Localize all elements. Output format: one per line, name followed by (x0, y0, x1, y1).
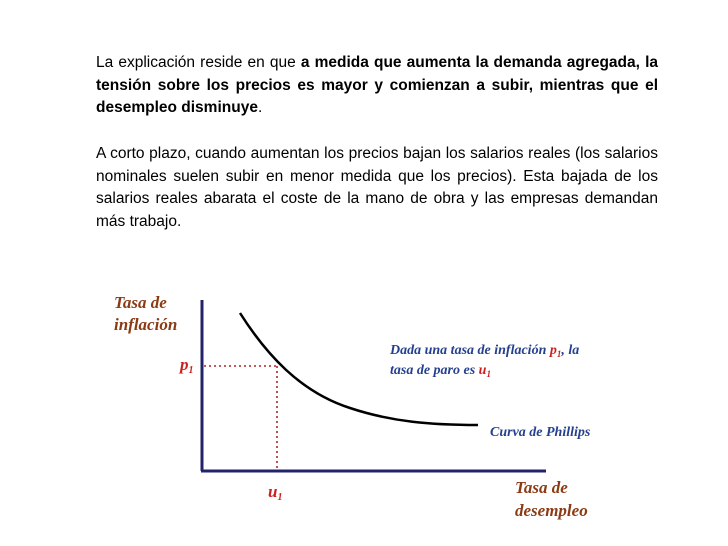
curve-label: Curva de Phillips (490, 425, 591, 440)
paragraph-bold: a medida que aumenta la demanda agregada… (96, 54, 658, 116)
x-axis-label-line2: desempleo (515, 501, 588, 520)
paragraph-trail: . (257, 99, 263, 116)
paragraph-explanation: La explicación reside en que a medida qu… (96, 52, 658, 120)
y-axis-label-line1: Tasa de (114, 293, 167, 312)
u1-label: u1 (268, 482, 282, 503)
phillips-curve (238, 312, 479, 427)
paragraph-short-term: A corto plazo, cuando aumentan los preci… (96, 145, 658, 230)
y-axis-label-line2: inflación (114, 315, 177, 334)
annotation-line2: tasa de paro es u1 (390, 363, 491, 379)
annotation-line1: Dada una tasa de inflación p1, la (389, 343, 579, 359)
paragraph-lead: La explicación reside en que (96, 54, 301, 71)
x-axis-label-line1: Tasa de (515, 478, 568, 497)
p1-label: p1 (178, 355, 194, 376)
